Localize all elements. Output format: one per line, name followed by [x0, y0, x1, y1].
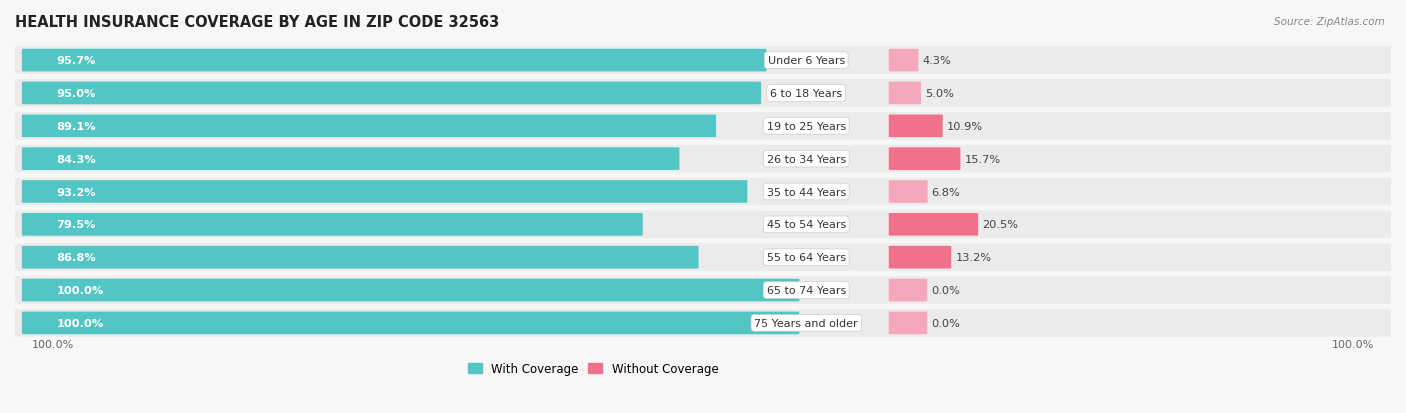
- Text: 6.8%: 6.8%: [932, 187, 960, 197]
- Text: 75 Years and older: 75 Years and older: [755, 318, 858, 328]
- Legend: With Coverage, Without Coverage: With Coverage, Without Coverage: [463, 358, 723, 380]
- Text: 0.0%: 0.0%: [931, 285, 960, 295]
- FancyBboxPatch shape: [889, 312, 928, 335]
- Text: 95.0%: 95.0%: [56, 89, 96, 99]
- Text: Source: ZipAtlas.com: Source: ZipAtlas.com: [1274, 17, 1385, 26]
- Text: 93.2%: 93.2%: [56, 187, 96, 197]
- FancyBboxPatch shape: [15, 309, 1391, 337]
- FancyBboxPatch shape: [22, 246, 699, 269]
- Text: 10.9%: 10.9%: [946, 121, 983, 131]
- Text: 84.3%: 84.3%: [56, 154, 96, 164]
- Text: 5.0%: 5.0%: [925, 89, 953, 99]
- Text: 100.0%: 100.0%: [56, 285, 104, 295]
- Text: 100.0%: 100.0%: [56, 318, 104, 328]
- FancyBboxPatch shape: [15, 178, 1391, 206]
- FancyBboxPatch shape: [22, 312, 800, 335]
- FancyBboxPatch shape: [889, 148, 960, 171]
- FancyBboxPatch shape: [889, 279, 928, 301]
- FancyBboxPatch shape: [15, 211, 1391, 239]
- Text: 55 to 64 Years: 55 to 64 Years: [766, 253, 846, 263]
- FancyBboxPatch shape: [15, 145, 1391, 173]
- Text: 100.0%: 100.0%: [1333, 339, 1375, 349]
- FancyBboxPatch shape: [22, 214, 643, 236]
- Text: 86.8%: 86.8%: [56, 253, 96, 263]
- FancyBboxPatch shape: [889, 115, 942, 138]
- Text: 89.1%: 89.1%: [56, 121, 96, 131]
- Text: 20.5%: 20.5%: [983, 220, 1018, 230]
- Text: Under 6 Years: Under 6 Years: [768, 56, 845, 66]
- Text: 19 to 25 Years: 19 to 25 Years: [766, 121, 846, 131]
- Text: 15.7%: 15.7%: [965, 154, 1001, 164]
- Text: 0.0%: 0.0%: [931, 318, 960, 328]
- FancyBboxPatch shape: [15, 277, 1391, 304]
- Text: 4.3%: 4.3%: [922, 56, 952, 66]
- FancyBboxPatch shape: [889, 181, 928, 203]
- Text: 45 to 54 Years: 45 to 54 Years: [766, 220, 846, 230]
- Text: 35 to 44 Years: 35 to 44 Years: [766, 187, 846, 197]
- FancyBboxPatch shape: [22, 50, 766, 72]
- FancyBboxPatch shape: [22, 115, 716, 138]
- Text: 26 to 34 Years: 26 to 34 Years: [766, 154, 846, 164]
- FancyBboxPatch shape: [22, 279, 800, 301]
- FancyBboxPatch shape: [22, 148, 679, 171]
- Text: 6 to 18 Years: 6 to 18 Years: [770, 89, 842, 99]
- FancyBboxPatch shape: [15, 47, 1391, 75]
- FancyBboxPatch shape: [889, 214, 979, 236]
- FancyBboxPatch shape: [15, 113, 1391, 140]
- FancyBboxPatch shape: [889, 246, 952, 269]
- Text: HEALTH INSURANCE COVERAGE BY AGE IN ZIP CODE 32563: HEALTH INSURANCE COVERAGE BY AGE IN ZIP …: [15, 15, 499, 30]
- Text: 65 to 74 Years: 65 to 74 Years: [766, 285, 846, 295]
- FancyBboxPatch shape: [15, 80, 1391, 107]
- Text: 95.7%: 95.7%: [56, 56, 96, 66]
- FancyBboxPatch shape: [22, 181, 748, 203]
- Text: 13.2%: 13.2%: [955, 253, 991, 263]
- Text: 100.0%: 100.0%: [31, 339, 73, 349]
- FancyBboxPatch shape: [889, 50, 918, 72]
- FancyBboxPatch shape: [15, 244, 1391, 271]
- FancyBboxPatch shape: [22, 83, 761, 105]
- FancyBboxPatch shape: [889, 83, 921, 105]
- Text: 79.5%: 79.5%: [56, 220, 96, 230]
